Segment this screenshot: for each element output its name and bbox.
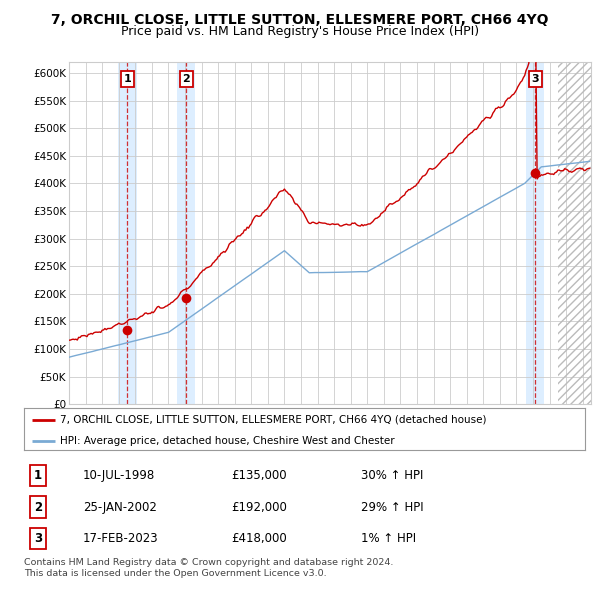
Text: 10-JUL-1998: 10-JUL-1998 (83, 469, 155, 482)
Text: £192,000: £192,000 (232, 500, 287, 513)
Bar (118, 62, 137, 404)
Text: 1: 1 (124, 74, 131, 84)
Text: 17-FEB-2023: 17-FEB-2023 (83, 532, 158, 545)
Bar (177, 62, 195, 404)
Text: £418,000: £418,000 (232, 532, 287, 545)
Text: 29% ↑ HPI: 29% ↑ HPI (361, 500, 423, 513)
Text: 2: 2 (34, 500, 42, 513)
Text: 3: 3 (34, 532, 42, 545)
Text: 1% ↑ HPI: 1% ↑ HPI (361, 532, 416, 545)
Text: HPI: Average price, detached house, Cheshire West and Chester: HPI: Average price, detached house, Ches… (61, 436, 395, 446)
Text: 7, ORCHIL CLOSE, LITTLE SUTTON, ELLESMERE PORT, CH66 4YQ: 7, ORCHIL CLOSE, LITTLE SUTTON, ELLESMER… (51, 13, 549, 27)
Text: £135,000: £135,000 (232, 469, 287, 482)
Text: Contains HM Land Registry data © Crown copyright and database right 2024.: Contains HM Land Registry data © Crown c… (24, 558, 394, 566)
Text: Price paid vs. HM Land Registry's House Price Index (HPI): Price paid vs. HM Land Registry's House … (121, 25, 479, 38)
Text: 3: 3 (532, 74, 539, 84)
Text: 7, ORCHIL CLOSE, LITTLE SUTTON, ELLESMERE PORT, CH66 4YQ (detached house): 7, ORCHIL CLOSE, LITTLE SUTTON, ELLESMER… (61, 415, 487, 425)
Text: 25-JAN-2002: 25-JAN-2002 (83, 500, 157, 513)
Text: 2: 2 (182, 74, 190, 84)
Bar (526, 62, 544, 404)
Text: This data is licensed under the Open Government Licence v3.0.: This data is licensed under the Open Gov… (24, 569, 326, 578)
Text: 1: 1 (34, 469, 42, 482)
Text: 30% ↑ HPI: 30% ↑ HPI (361, 469, 423, 482)
